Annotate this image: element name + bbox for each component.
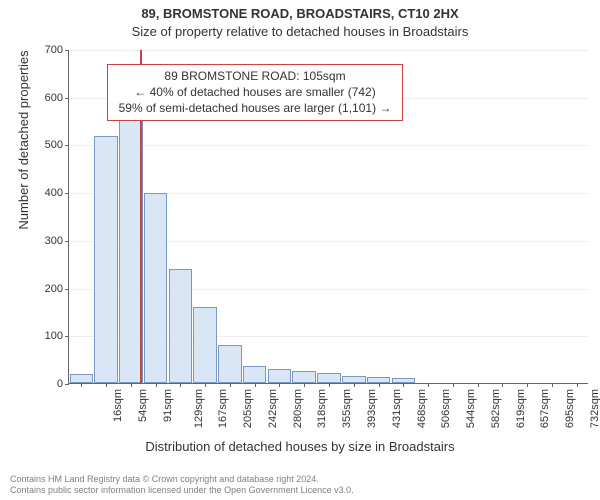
y-tick-label: 300 (45, 235, 69, 247)
y-tick-label: 700 (45, 44, 69, 56)
gridline (69, 145, 588, 146)
histogram-bar (169, 269, 193, 384)
y-tick-label: 500 (45, 139, 69, 151)
y-tick-label: 200 (45, 283, 69, 295)
x-tick-label: 54sqm (137, 383, 149, 422)
gridline (69, 50, 588, 51)
x-tick-mark (502, 383, 503, 387)
x-tick-label: 318sqm (317, 383, 329, 428)
histogram-bar (317, 373, 341, 383)
x-tick-label: 582sqm (490, 383, 502, 428)
x-tick-mark (552, 383, 553, 387)
y-tick-label: 100 (45, 330, 69, 342)
histogram-bar (193, 307, 217, 383)
x-tick-label: 242sqm (267, 383, 279, 428)
x-tick-label: 355sqm (341, 383, 353, 428)
x-tick-mark (180, 383, 181, 387)
x-tick-label: 732sqm (589, 383, 600, 428)
histogram-bar (94, 136, 118, 383)
annotation-line3: 59% of semi-detached houses are larger (… (114, 100, 396, 116)
x-tick-mark (205, 383, 206, 387)
x-tick-mark (304, 383, 305, 387)
x-tick-mark (428, 383, 429, 387)
x-tick-mark (577, 383, 578, 387)
x-tick-mark (230, 383, 231, 387)
histogram-bar (218, 345, 242, 383)
histogram-bar (70, 374, 94, 383)
x-tick-label: 619sqm (515, 383, 527, 428)
plot-area: 89 BROMSTONE ROAD: 105sqm ← 40% of detac… (68, 50, 588, 384)
x-tick-label: 129sqm (193, 383, 205, 428)
histogram-bar (268, 369, 292, 383)
x-tick-mark (279, 383, 280, 387)
x-tick-mark (478, 383, 479, 387)
histogram-bar (144, 193, 168, 383)
attribution-line2: Contains public sector information licen… (10, 485, 354, 496)
x-tick-label: 468sqm (416, 383, 428, 428)
y-axis-label: Number of detached properties (16, 0, 31, 307)
histogram-bar (342, 376, 366, 383)
x-tick-label: 91sqm (162, 383, 174, 422)
histogram-bar (292, 371, 316, 383)
annotation-box: 89 BROMSTONE ROAD: 105sqm ← 40% of detac… (107, 64, 403, 121)
attribution-line1: Contains HM Land Registry data © Crown c… (10, 474, 354, 485)
chart-title-subtitle: Size of property relative to detached ho… (0, 24, 600, 39)
x-tick-label: 657sqm (539, 383, 551, 428)
chart-title-address: 89, BROMSTONE ROAD, BROADSTAIRS, CT10 2H… (0, 6, 600, 21)
x-tick-mark (453, 383, 454, 387)
y-tick-label: 0 (57, 378, 69, 390)
x-tick-mark (131, 383, 132, 387)
x-tick-mark (156, 383, 157, 387)
chart-container: 89, BROMSTONE ROAD, BROADSTAIRS, CT10 2H… (0, 0, 600, 500)
attribution-text: Contains HM Land Registry data © Crown c… (10, 474, 354, 496)
x-tick-mark (527, 383, 528, 387)
x-tick-label: 695sqm (564, 383, 576, 428)
x-tick-label: 16sqm (112, 383, 124, 422)
x-tick-mark (329, 383, 330, 387)
x-axis-label: Distribution of detached houses by size … (0, 439, 600, 454)
annotation-line1: 89 BROMSTONE ROAD: 105sqm (114, 68, 396, 84)
annotation-line2: ← 40% of detached houses are smaller (74… (114, 84, 396, 100)
x-tick-label: 167sqm (218, 383, 230, 428)
x-tick-label: 205sqm (242, 383, 254, 428)
y-tick-label: 400 (45, 187, 69, 199)
y-tick-label: 600 (45, 92, 69, 104)
x-tick-label: 506sqm (440, 383, 452, 428)
x-tick-label: 544sqm (465, 383, 477, 428)
x-tick-mark (403, 383, 404, 387)
x-tick-mark (255, 383, 256, 387)
x-tick-label: 431sqm (391, 383, 403, 428)
x-tick-label: 280sqm (292, 383, 304, 428)
x-tick-mark (379, 383, 380, 387)
x-tick-label: 393sqm (366, 383, 378, 428)
histogram-bar (243, 366, 267, 383)
x-tick-mark (81, 383, 82, 387)
x-tick-mark (354, 383, 355, 387)
x-tick-mark (106, 383, 107, 387)
